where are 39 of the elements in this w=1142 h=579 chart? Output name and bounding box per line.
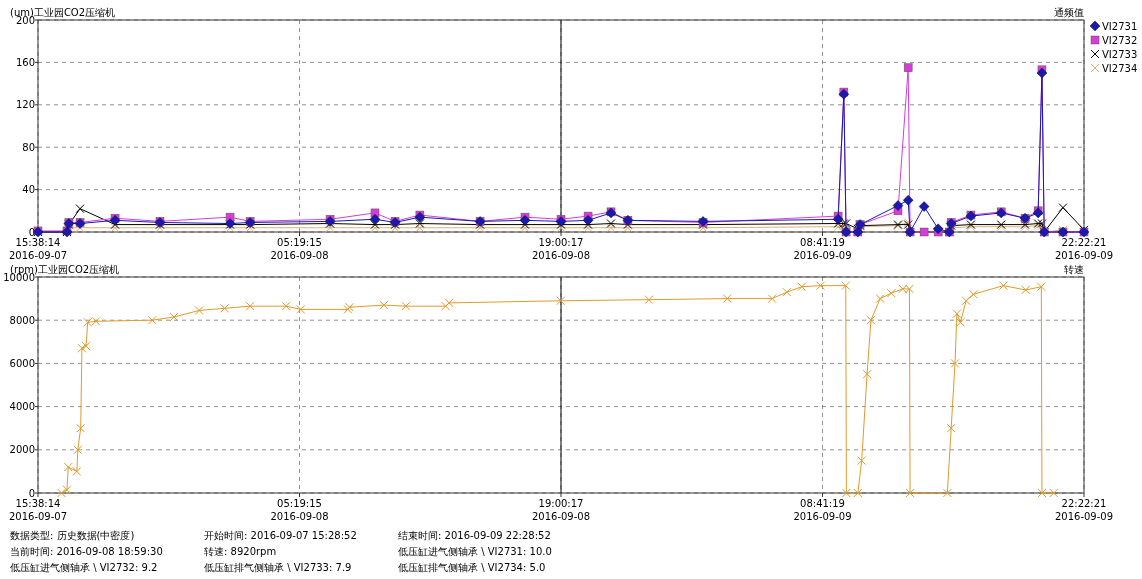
x-tick-label: 05:19:15 2016-09-08 (270, 498, 329, 522)
y-tick-label: 8000 (9, 314, 35, 326)
y-tick-label: 0 (28, 487, 35, 499)
y-tick-label: 0 (28, 226, 35, 238)
y-tick-label: 40 (22, 184, 35, 196)
x-tick-label: 19:00:17 2016-09-08 (531, 498, 591, 522)
chart-subtitle: 转速 (1064, 264, 1084, 275)
chart-subtitle: 通频值 (1054, 7, 1084, 18)
y-axis-title: (rpm) (10, 264, 39, 275)
x-tick-label: 22:22:21 2016-09-09 (1054, 498, 1114, 522)
x-tick-label: 15:38:14 2016-09-07 (8, 237, 68, 261)
text: 开始时间: 2016-09-07 15:28:52 (204, 530, 357, 541)
y-tick-label: 120 (15, 99, 35, 111)
text: 低压缸进气侧轴承 \ VI2732: 9.2 (10, 562, 158, 573)
legend-label: VI2731 (1102, 21, 1138, 32)
x-tick-label: 08:41:19 2016-09-09 (793, 498, 852, 522)
text: 低压缸进气侧轴承 \ VI2731: 10.0 (398, 546, 552, 557)
x-tick-label: 05:19:15 2016-09-08 (270, 237, 329, 261)
legend-label: VI2734 (1102, 63, 1138, 74)
text: 数据类型: 历史数据(中密度) (10, 530, 135, 541)
x-tick-label: 15:38:14 2016-09-07 (8, 498, 68, 522)
y-tick-label: 2000 (9, 444, 35, 456)
chart-title: 工业园CO2压缩机 (38, 264, 120, 275)
x-tick-label: 19:00:17 2016-09-08 (531, 237, 591, 261)
text: 低压缸排气侧轴承 \ VI2734: 5.0 (398, 562, 546, 573)
y-tick-label: 4000 (9, 401, 35, 413)
y-tick-label: 160 (15, 56, 35, 68)
chart-title: 工业园CO2压缩机 (33, 7, 116, 18)
y-axis-title: (um) (10, 7, 34, 18)
legend-label: VI2733 (1102, 49, 1138, 60)
text: 当前时间: 2016-09-08 18:59:30 (10, 546, 163, 557)
text: 结束时间: 2016-09-09 22:28:52 (398, 530, 551, 541)
text: 转速: 8920rpm (204, 546, 277, 557)
y-tick-label: 80 (22, 141, 35, 153)
legend-label: VI2732 (1102, 35, 1138, 46)
x-tick-label: 08:41:19 2016-09-09 (793, 237, 852, 261)
y-tick-label: 6000 (9, 357, 35, 369)
x-tick-label: 22:22:21 2016-09-09 (1054, 237, 1114, 261)
text: 低压缸排气侧轴承 \ VI2733: 7.9 (204, 562, 352, 573)
